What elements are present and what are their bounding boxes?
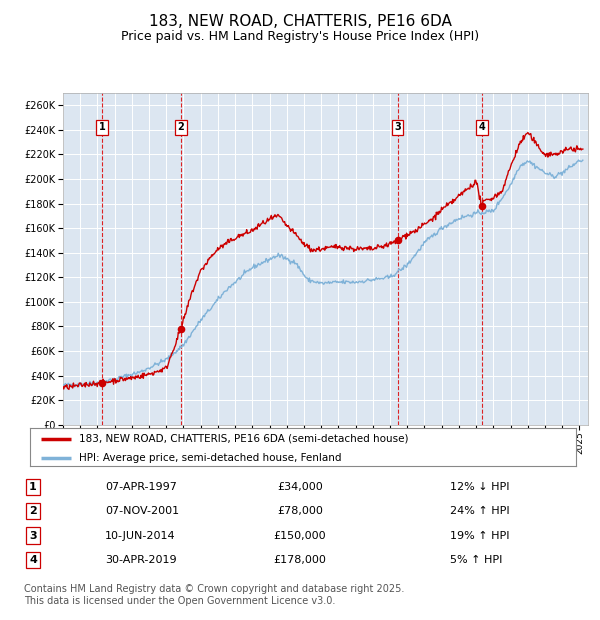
Text: £150,000: £150,000 (274, 531, 326, 541)
Text: 3: 3 (29, 531, 37, 541)
Text: 30-APR-2019: 30-APR-2019 (105, 555, 176, 565)
Text: 4: 4 (29, 555, 37, 565)
Text: 4: 4 (478, 122, 485, 133)
Text: 1: 1 (29, 482, 37, 492)
Text: 2: 2 (29, 507, 37, 516)
Text: 07-APR-1997: 07-APR-1997 (105, 482, 177, 492)
Text: HPI: Average price, semi-detached house, Fenland: HPI: Average price, semi-detached house,… (79, 453, 341, 463)
Text: £78,000: £78,000 (277, 507, 323, 516)
Text: 12% ↓ HPI: 12% ↓ HPI (450, 482, 509, 492)
Text: 07-NOV-2001: 07-NOV-2001 (105, 507, 179, 516)
Text: £178,000: £178,000 (274, 555, 326, 565)
Text: Contains HM Land Registry data © Crown copyright and database right 2025.
This d: Contains HM Land Registry data © Crown c… (24, 584, 404, 606)
Text: 1: 1 (98, 122, 106, 133)
Text: Price paid vs. HM Land Registry's House Price Index (HPI): Price paid vs. HM Land Registry's House … (121, 30, 479, 43)
Text: 183, NEW ROAD, CHATTERIS, PE16 6DA: 183, NEW ROAD, CHATTERIS, PE16 6DA (149, 14, 451, 29)
Text: 3: 3 (394, 122, 401, 133)
Text: 2: 2 (178, 122, 184, 133)
Text: 24% ↑ HPI: 24% ↑ HPI (450, 507, 509, 516)
Text: 19% ↑ HPI: 19% ↑ HPI (450, 531, 509, 541)
Text: 183, NEW ROAD, CHATTERIS, PE16 6DA (semi-detached house): 183, NEW ROAD, CHATTERIS, PE16 6DA (semi… (79, 433, 409, 443)
Text: 10-JUN-2014: 10-JUN-2014 (105, 531, 176, 541)
Text: 5% ↑ HPI: 5% ↑ HPI (450, 555, 502, 565)
Text: £34,000: £34,000 (277, 482, 323, 492)
